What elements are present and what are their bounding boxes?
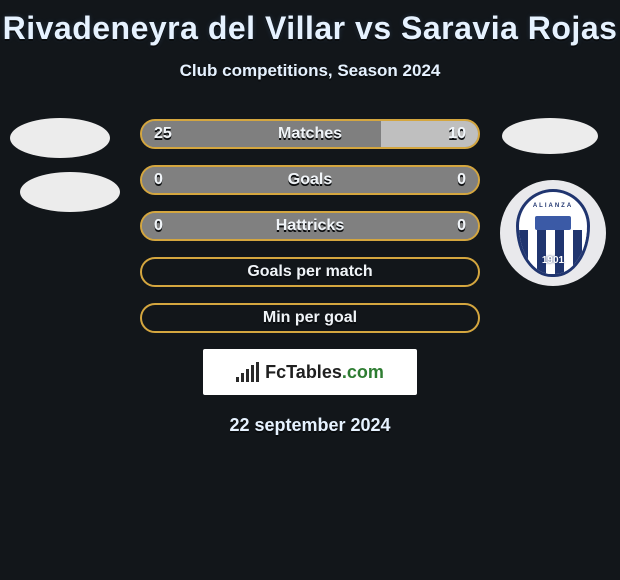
player-avatar-right-1: [502, 118, 598, 154]
logo-bar-segment: [251, 365, 254, 382]
club-badge-top-text: ALIANZA: [525, 196, 581, 216]
bar-row-matches: Matches25 10: [140, 119, 480, 149]
club-badge: ALIANZA 1901: [500, 180, 606, 286]
bar-value-right: 0: [457, 213, 466, 239]
logo-bar-segment: [256, 362, 259, 382]
bar-label: Min per goal: [142, 305, 478, 331]
bar-label: Goals: [142, 167, 478, 193]
player-avatar-left-1: [10, 118, 110, 158]
bar-value-left: 25: [154, 121, 172, 147]
logo-text-prefix: FcTables: [265, 362, 342, 382]
bar-row-goals: Goals0 0: [140, 165, 480, 195]
page-title: Rivadeneyra del Villar vs Saravia Rojas: [0, 0, 620, 47]
bar-row-goals-per-match: Goals per match: [140, 257, 480, 287]
bar-label: Matches: [142, 121, 478, 147]
logo-bar-segment: [246, 369, 249, 382]
bar-value-right: 0: [457, 167, 466, 193]
logo-bar-segment: [241, 373, 244, 382]
player-avatar-left-2: [20, 172, 120, 212]
bar-row-hattricks: Hattricks0 0: [140, 211, 480, 241]
comparison-bars: Matches2510Goals00Hattricks00Goals per m…: [140, 119, 480, 333]
logo-bar-segment: [236, 377, 239, 382]
club-badge-stripes: [519, 230, 587, 274]
club-badge-year: 1901: [519, 255, 587, 266]
page-subtitle: Club competitions, Season 2024: [0, 61, 620, 81]
bar-label: Goals per match: [142, 259, 478, 285]
logo-box: FcTables.com: [203, 349, 417, 395]
bar-value-left: 0: [154, 213, 163, 239]
logo-text: FcTables.com: [265, 362, 384, 383]
bar-value-right: 10: [448, 121, 466, 147]
logo-bars-icon: [236, 362, 259, 382]
bar-label: Hattricks: [142, 213, 478, 239]
club-badge-gate: [535, 216, 571, 230]
logo-text-suffix: .com: [342, 362, 384, 382]
bar-row-min-per-goal: Min per goal: [140, 303, 480, 333]
bar-value-left: 0: [154, 167, 163, 193]
club-badge-shield: ALIANZA 1901: [516, 189, 590, 277]
date-text: 22 september 2024: [0, 415, 620, 436]
